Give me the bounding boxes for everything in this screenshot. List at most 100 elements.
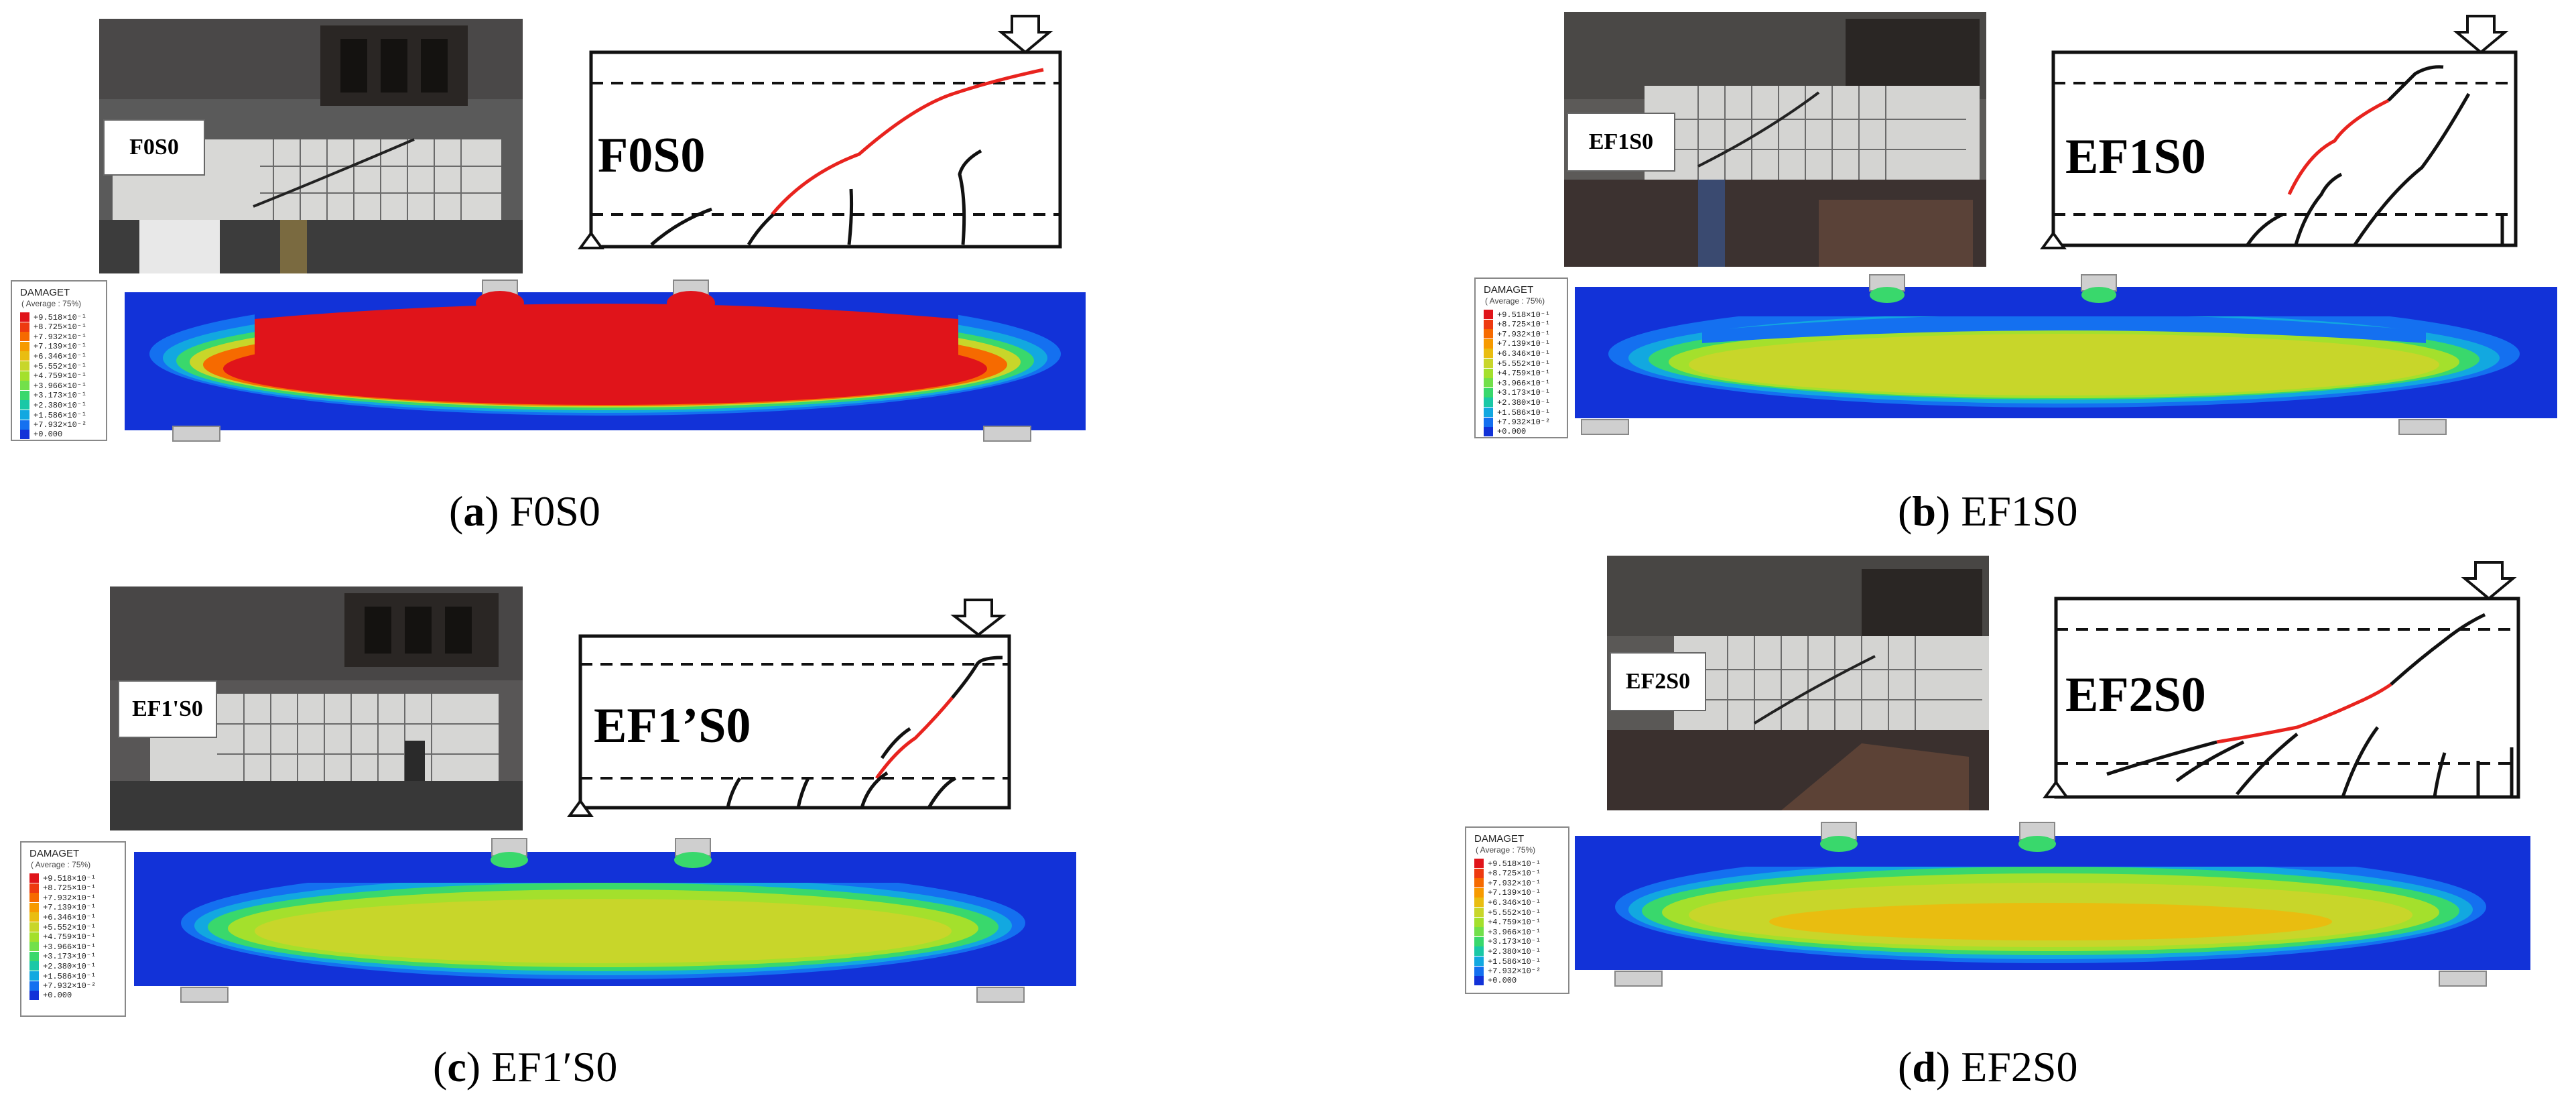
legend-entry: +5.552×10⁻¹ bbox=[20, 361, 86, 371]
legend-swatch bbox=[1474, 946, 1484, 956]
legend-value: +7.932×10⁻¹ bbox=[43, 893, 96, 903]
damage-contour-plot bbox=[1575, 822, 2530, 987]
test-photo: EF2S0 bbox=[1607, 556, 1989, 810]
test-photo: EF1S0 bbox=[1564, 12, 1986, 267]
legend-value: +7.932×10⁻² bbox=[34, 420, 87, 430]
legend-entry: +7.932×10⁻¹ bbox=[29, 893, 96, 903]
legend-swatch bbox=[29, 922, 39, 932]
legend-entry: +0.000 bbox=[1474, 976, 1517, 986]
legend-value: +3.966×10⁻¹ bbox=[34, 381, 87, 391]
sketch-label: EF1S0 bbox=[2065, 129, 2206, 184]
legend-swatch bbox=[20, 390, 29, 400]
legend-title: DAMAGET bbox=[29, 848, 80, 859]
panel-caption: (d) EF2S0 bbox=[1898, 1043, 2078, 1091]
legend-value: +2.380×10⁻¹ bbox=[34, 400, 87, 410]
legend-entry: +8.725×10⁻¹ bbox=[20, 322, 86, 332]
legend-value: +3.173×10⁻¹ bbox=[34, 391, 87, 401]
legend-entry: +7.932×10⁻¹ bbox=[1484, 329, 1551, 339]
legend-swatch bbox=[1484, 408, 1493, 417]
legend-swatch bbox=[1484, 378, 1493, 388]
legend-swatch bbox=[29, 961, 39, 971]
legend-value: +1.586×10⁻¹ bbox=[1497, 408, 1551, 418]
legend-swatch bbox=[1484, 349, 1493, 359]
legend-swatch bbox=[29, 912, 39, 922]
legend-value: +2.380×10⁻¹ bbox=[1497, 397, 1551, 408]
legend-value: +9.518×10⁻¹ bbox=[1488, 859, 1541, 869]
legend-swatch bbox=[29, 893, 39, 903]
legend-swatch bbox=[20, 341, 29, 351]
legend-swatch bbox=[1474, 936, 1484, 946]
legend-value: +8.725×10⁻¹ bbox=[1497, 320, 1551, 330]
legend-entry: +7.932×10⁻² bbox=[20, 420, 86, 430]
legend-entry: +9.518×10⁻¹ bbox=[1474, 859, 1541, 869]
legend-value: +4.759×10⁻¹ bbox=[43, 932, 96, 942]
legend-value: +7.932×10⁻¹ bbox=[34, 332, 87, 342]
sketch-label: F0S0 bbox=[598, 128, 706, 183]
legend-swatch bbox=[29, 883, 39, 893]
legend-swatch bbox=[20, 381, 29, 391]
legend-value: +3.173×10⁻¹ bbox=[1488, 937, 1541, 947]
legend-value: +7.932×10⁻¹ bbox=[1488, 878, 1541, 888]
legend-entry: +7.932×10⁻¹ bbox=[20, 332, 87, 342]
legend-value: +6.346×10⁻¹ bbox=[34, 351, 87, 361]
legend-title: DAMAGET bbox=[1474, 833, 1525, 845]
legend-swatch bbox=[1474, 859, 1484, 868]
legend-swatch bbox=[20, 322, 29, 332]
caption-letter: a bbox=[463, 487, 485, 535]
legend-entry: +1.586×10⁻¹ bbox=[1484, 408, 1551, 418]
damage-legend: DAMAGET ( Average : 75%) +9.518×10⁻¹ +8.7… bbox=[1474, 277, 1568, 438]
panel-caption: (a) F0S0 bbox=[449, 487, 600, 535]
legend-entry: +7.932×10⁻² bbox=[1474, 966, 1541, 977]
legend-value: +1.586×10⁻¹ bbox=[34, 410, 87, 420]
damage-legend: DAMAGET ( Average : 75%) +9.518×10⁻¹ +8.7… bbox=[1465, 826, 1569, 994]
legend-value: +7.139×10⁻¹ bbox=[1488, 888, 1541, 898]
legend-swatch bbox=[1474, 908, 1484, 917]
caption-letter: b bbox=[1912, 487, 1936, 535]
legend-entry: +9.518×10⁻¹ bbox=[29, 873, 96, 883]
panel-b: EF1S0 EF1S0 DAMAGET ( Average : 75%) +9.… bbox=[1288, 0, 2576, 556]
legend-entry: +7.932×10⁻¹ bbox=[1474, 878, 1541, 888]
legend-swatch bbox=[20, 361, 29, 371]
caption-text: F0S0 bbox=[509, 487, 600, 535]
legend-swatch bbox=[29, 981, 39, 991]
legend-value: +0.000 bbox=[1497, 427, 1527, 437]
legend-entry: +4.759×10⁻¹ bbox=[20, 371, 86, 381]
caption-letter: c bbox=[447, 1043, 466, 1091]
legend-swatch bbox=[1474, 927, 1484, 937]
legend-swatch bbox=[1484, 368, 1493, 378]
legend-value: +7.932×10⁻¹ bbox=[1497, 329, 1551, 339]
legend-entry: +2.380×10⁻¹ bbox=[1484, 397, 1551, 408]
legend-entry: +3.173×10⁻¹ bbox=[1474, 936, 1541, 947]
legend-swatch bbox=[1474, 976, 1484, 986]
crack-sketch: EF1’S0 bbox=[567, 597, 1023, 825]
legend-value: +4.759×10⁻¹ bbox=[34, 371, 87, 381]
legend-value: +7.932×10⁻² bbox=[1488, 967, 1541, 977]
legend-entry: +9.518×10⁻¹ bbox=[20, 312, 86, 322]
legend-entry: +5.552×10⁻¹ bbox=[1484, 359, 1550, 369]
legend-value: +0.000 bbox=[43, 991, 72, 1001]
legend-entry: +7.139×10⁻¹ bbox=[20, 341, 86, 351]
damage-legend: DAMAGET ( Average : 75%) +9.518×10⁻¹ +8.7… bbox=[20, 841, 126, 1017]
specimen-tag: EF1S0 bbox=[1567, 113, 1675, 172]
legend-title: DAMAGET bbox=[20, 287, 70, 298]
legend-entry: +3.966×10⁻¹ bbox=[20, 381, 87, 391]
legend-swatch bbox=[20, 420, 29, 430]
legend-swatch bbox=[29, 991, 39, 1001]
specimen-photo-image bbox=[110, 586, 523, 830]
legend-swatch bbox=[20, 371, 29, 381]
legend-swatch bbox=[1474, 917, 1484, 927]
legend-entry: +6.346×10⁻¹ bbox=[29, 912, 96, 922]
legend-swatch bbox=[20, 400, 29, 410]
legend-value: +3.173×10⁻¹ bbox=[1497, 388, 1551, 398]
caption-text: EF1′S0 bbox=[491, 1043, 618, 1091]
legend-entry: +7.932×10⁻² bbox=[29, 981, 96, 991]
damage-legend: DAMAGET ( Average : 75%) +9.518×10⁻¹ +8.7… bbox=[11, 280, 107, 441]
legend-value: +0.000 bbox=[1488, 976, 1517, 986]
legend-value: +5.552×10⁻¹ bbox=[43, 922, 96, 932]
legend-swatch bbox=[29, 971, 39, 981]
specimen-tag: F0S0 bbox=[103, 119, 205, 176]
legend-entry: +8.725×10⁻¹ bbox=[1474, 868, 1541, 878]
legend-entry: +1.586×10⁻¹ bbox=[20, 410, 86, 420]
caption-text: EF2S0 bbox=[1961, 1043, 2078, 1091]
legend-swatch bbox=[20, 332, 29, 342]
